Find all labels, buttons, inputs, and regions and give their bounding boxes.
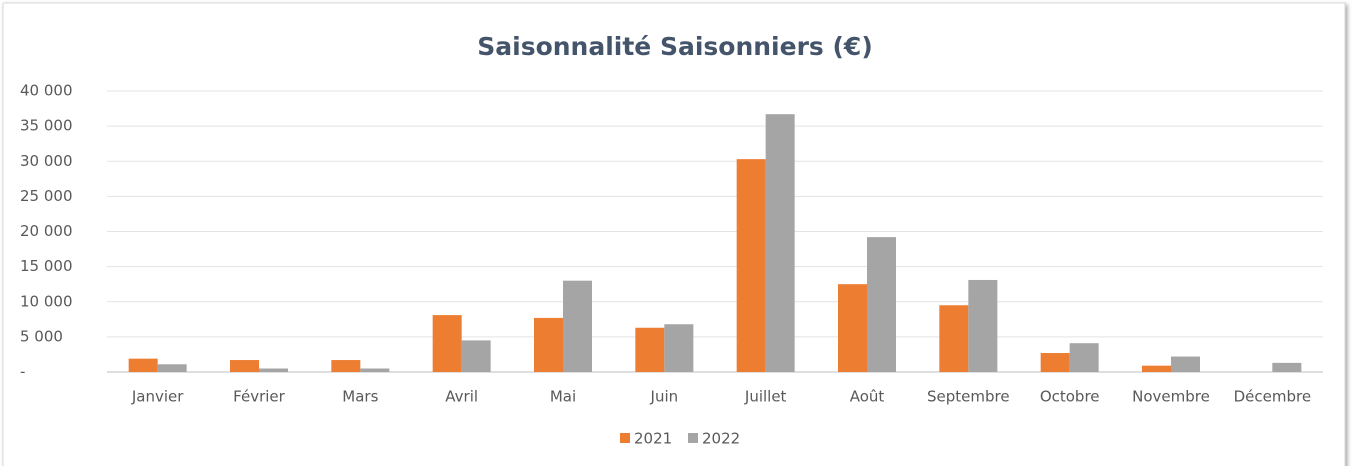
bar <box>157 364 187 372</box>
bar <box>1171 356 1200 372</box>
x-tick-label: Mars <box>342 388 378 406</box>
legend-swatch <box>620 433 630 443</box>
bar <box>939 305 969 372</box>
bar <box>736 159 766 372</box>
bar <box>664 324 694 372</box>
x-tick-label: Avril <box>445 388 478 406</box>
y-tick-label: 25 000 <box>20 187 73 205</box>
bar <box>534 317 563 372</box>
x-tick-label: Novembre <box>1132 388 1210 406</box>
x-tick-label: Juillet <box>744 388 787 406</box>
x-tick-label: Octobre <box>1040 388 1100 406</box>
x-tick-label: Janvier <box>131 388 184 406</box>
bar <box>635 327 665 372</box>
bar <box>968 279 998 372</box>
bar <box>1069 343 1099 372</box>
bar <box>867 237 896 372</box>
x-tick-label: Août <box>850 388 885 406</box>
x-tick-label: Mai <box>550 388 576 406</box>
legend-label: 2022 <box>702 430 740 448</box>
x-tick-label: Décembre <box>1234 388 1311 406</box>
bar <box>1272 362 1302 372</box>
y-tick-label: - <box>20 363 25 381</box>
legend-swatch <box>688 433 698 443</box>
x-tick-label: Février <box>233 388 285 406</box>
y-tick-label: 15 000 <box>20 257 73 275</box>
y-tick-label: 10 000 <box>20 292 73 310</box>
x-tick-label: Juin <box>650 388 679 406</box>
y-tick-label: 20 000 <box>20 222 73 240</box>
y-tick-label: 35 000 <box>20 117 73 135</box>
bar <box>230 360 259 372</box>
bar <box>838 284 867 372</box>
y-tick-label: 40 000 <box>20 82 73 100</box>
y-tick-label: 5 000 <box>20 327 63 345</box>
bar <box>765 114 795 373</box>
bar <box>461 340 491 372</box>
x-tick-label: Septembre <box>927 388 1010 406</box>
chart-title: Saisonnalité Saisonniers (€) <box>477 32 873 61</box>
legend-label: 2021 <box>634 430 672 448</box>
bar <box>259 368 288 372</box>
bar <box>331 360 361 372</box>
bar <box>563 280 592 372</box>
bar <box>360 368 390 372</box>
y-tick-label: 30 000 <box>20 152 73 170</box>
bar <box>1142 365 1171 372</box>
bar <box>1040 353 1070 372</box>
bar <box>432 315 462 372</box>
bar <box>128 358 158 372</box>
